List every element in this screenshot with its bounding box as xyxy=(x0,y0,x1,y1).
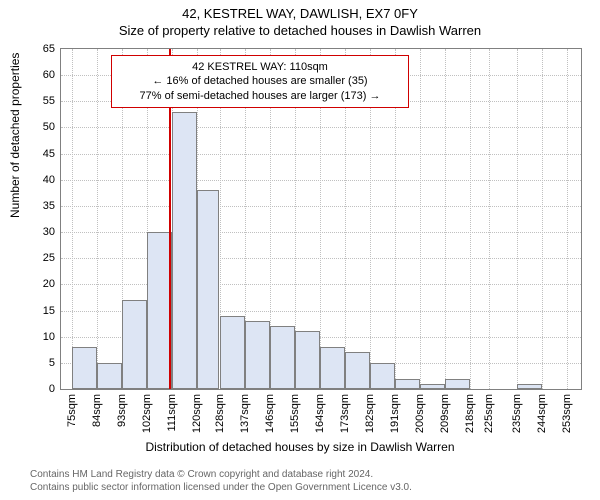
xtick-label: 253sqm xyxy=(561,394,573,433)
histogram-bar xyxy=(445,379,470,389)
ytick-label: 10 xyxy=(25,331,55,343)
ytick-label: 40 xyxy=(25,174,55,186)
histogram-bar xyxy=(97,363,122,389)
histogram-bar xyxy=(370,363,395,389)
histogram-bar xyxy=(220,316,245,389)
chart-title-main: 42, KESTREL WAY, DAWLISH, EX7 0FY xyxy=(0,0,600,21)
ytick-label: 15 xyxy=(25,305,55,317)
histogram-bar xyxy=(345,352,370,389)
histogram-bar xyxy=(122,300,147,389)
xtick-label: 218sqm xyxy=(464,394,476,433)
xtick-label: 137sqm xyxy=(239,394,251,433)
xtick-label: 146sqm xyxy=(264,394,276,433)
gridline-h xyxy=(61,232,581,233)
gridline-v xyxy=(542,49,543,389)
gridline-h xyxy=(61,284,581,285)
xtick-label: 111sqm xyxy=(166,394,178,432)
page: 42, KESTREL WAY, DAWLISH, EX7 0FY Size o… xyxy=(0,0,600,500)
xtick-label: 225sqm xyxy=(483,394,495,433)
xtick-label: 128sqm xyxy=(214,394,226,433)
xtick-label: 102sqm xyxy=(141,394,153,433)
xtick-label: 93sqm xyxy=(116,394,128,427)
info-line-2: ← 16% of detached houses are smaller (35… xyxy=(120,74,400,88)
gridline-v xyxy=(445,49,446,389)
xtick-label: 120sqm xyxy=(191,394,203,433)
ytick-label: 0 xyxy=(25,383,55,395)
ytick-label: 50 xyxy=(25,121,55,133)
gridline-v xyxy=(470,49,471,389)
info-line-1: 42 KESTREL WAY: 110sqm xyxy=(120,60,400,74)
histogram-bar xyxy=(172,112,197,389)
xtick-label: 155sqm xyxy=(289,394,301,433)
xtick-label: 182sqm xyxy=(364,394,376,433)
xtick-label: 200sqm xyxy=(414,394,426,433)
xtick-label: 75sqm xyxy=(66,394,78,427)
ytick-label: 30 xyxy=(25,226,55,238)
histogram-bar xyxy=(420,384,445,389)
histogram-bar xyxy=(517,384,542,389)
footer-line-2: Contains public sector information licen… xyxy=(30,481,412,494)
gridline-h xyxy=(61,180,581,181)
ytick-label: 60 xyxy=(25,69,55,81)
xtick-label: 209sqm xyxy=(439,394,451,433)
gridline-v xyxy=(97,49,98,389)
ytick-label: 35 xyxy=(25,200,55,212)
footer: Contains HM Land Registry data © Crown c… xyxy=(30,468,412,494)
gridline-v xyxy=(72,49,73,389)
gridline-h xyxy=(61,206,581,207)
x-axis-label: Distribution of detached houses by size … xyxy=(0,440,600,454)
info-line-3: 77% of semi-detached houses are larger (… xyxy=(120,89,400,103)
histogram-bar xyxy=(295,331,320,389)
xtick-label: 235sqm xyxy=(511,394,523,433)
histogram-bar xyxy=(270,326,295,389)
footer-line-1: Contains HM Land Registry data © Crown c… xyxy=(30,468,412,481)
ytick-label: 5 xyxy=(25,357,55,369)
xtick-label: 164sqm xyxy=(314,394,326,433)
gridline-v xyxy=(567,49,568,389)
gridline-v xyxy=(489,49,490,389)
gridline-h xyxy=(61,258,581,259)
histogram-bar xyxy=(245,321,270,389)
histogram-bar xyxy=(395,379,420,389)
chart-title-sub: Size of property relative to detached ho… xyxy=(0,21,600,38)
histogram-bar xyxy=(197,190,219,389)
gridline-v xyxy=(517,49,518,389)
marker-info-box: 42 KESTREL WAY: 110sqm ← 16% of detached… xyxy=(111,55,409,108)
histogram-bar xyxy=(72,347,97,389)
plot-area: 0510152025303540455055606575sqm84sqm93sq… xyxy=(60,48,582,390)
ytick-label: 55 xyxy=(25,95,55,107)
gridline-h xyxy=(61,127,581,128)
histogram-bar xyxy=(320,347,345,389)
gridline-v xyxy=(420,49,421,389)
xtick-label: 84sqm xyxy=(91,394,103,427)
xtick-label: 173sqm xyxy=(339,394,351,433)
ytick-label: 20 xyxy=(25,278,55,290)
gridline-h xyxy=(61,154,581,155)
ytick-label: 65 xyxy=(25,43,55,55)
y-axis-label: Number of detached properties xyxy=(8,53,22,218)
ytick-label: 25 xyxy=(25,252,55,264)
xtick-label: 191sqm xyxy=(389,394,401,433)
ytick-label: 45 xyxy=(25,148,55,160)
xtick-label: 244sqm xyxy=(536,394,548,433)
